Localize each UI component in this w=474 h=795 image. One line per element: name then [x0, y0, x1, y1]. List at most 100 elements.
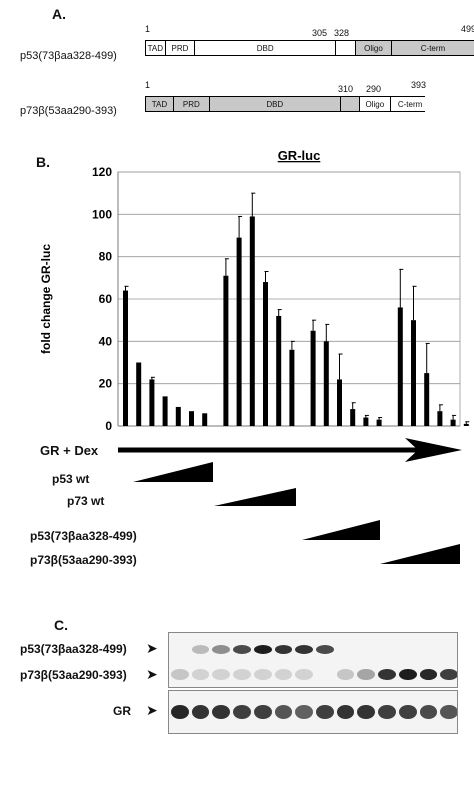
gr-luc-bar-chart: GR-luc 0 20 40 60 80 100 120 fold change GR-luc: [39, 148, 470, 433]
band-p73-chimera: [378, 669, 396, 680]
band-p53-chimera: [233, 645, 251, 654]
bar: [202, 413, 208, 426]
gr-western-blot: [168, 690, 458, 734]
bar: [310, 330, 316, 426]
gr-dex-arrowhead: [405, 438, 462, 462]
bar: [424, 373, 430, 426]
domain-segment: Oligo: [360, 97, 391, 111]
domain-segment: C-term: [390, 97, 430, 111]
band-p53-chimera: [212, 645, 231, 654]
blot-arrow-p53: ➤: [146, 640, 158, 656]
band-p73-chimera: [253, 669, 272, 680]
domain-segment: DBD: [195, 41, 337, 55]
construct-name: p73β(53aa290-393): [20, 105, 117, 117]
domain-segment: C-term: [392, 41, 474, 55]
y-tick-label: 100: [92, 207, 112, 221]
band-gr: [171, 705, 189, 719]
ramp-label-p73-chimera: p73β(53aa290-393): [30, 553, 137, 567]
band-gr: [440, 705, 457, 719]
ramp-label-p53-wt: p53 wt: [52, 472, 90, 486]
bar: [123, 290, 128, 426]
break-position: 290: [366, 84, 382, 94]
band-p73-chimera: [440, 669, 457, 680]
domain-segment: [336, 41, 356, 55]
band-gr: [295, 705, 313, 719]
band-gr: [336, 705, 355, 719]
bar: [189, 411, 194, 426]
break-position: 310: [338, 84, 354, 94]
blot-arrow-p73: ➤: [146, 666, 158, 682]
bar: [337, 379, 342, 426]
band-p73-chimera: [357, 669, 376, 680]
end-position: 393: [411, 80, 427, 90]
band-gr: [212, 705, 231, 719]
band-p73-chimera: [212, 669, 231, 680]
bar: [249, 216, 255, 426]
domain-segment: PRD: [173, 97, 210, 111]
band-gr: [191, 705, 210, 719]
band-gr: [274, 705, 293, 719]
band-gr: [419, 705, 438, 719]
band-p73-chimera: [274, 669, 293, 680]
domain-bar: TAD PRD DBD Oligo C-term: [145, 96, 430, 112]
blot-label-gr: GR: [113, 704, 131, 718]
upper-western-blot: [168, 632, 458, 688]
bar: [223, 275, 229, 426]
band-gr: [316, 705, 334, 719]
bar: [350, 409, 356, 426]
band-p73-chimera: [398, 669, 417, 680]
band-p73-chimera: [191, 669, 210, 680]
bar: [450, 419, 456, 426]
bar: [397, 307, 403, 426]
plot-frame: [117, 171, 461, 427]
ramp-p73-chimera: [380, 544, 460, 564]
gr-dex-label: GR + Dex: [40, 443, 99, 458]
band-p73-chimera: [336, 669, 355, 680]
band-p53-chimera: [191, 645, 210, 654]
ramp-label-p73-wt: p73 wt: [67, 494, 105, 508]
construct-name: p53(73βaa328-499): [20, 50, 117, 62]
break-position: 328: [334, 28, 350, 38]
band-gr: [233, 705, 251, 719]
ramp-label-p53-chimera: p53(73βaa328-499): [30, 529, 137, 543]
band-gr: [253, 705, 272, 719]
bar: [363, 417, 369, 426]
bar: [289, 349, 295, 426]
blot-label-p53-chimera: p53(73βaa328-499): [20, 642, 127, 656]
ramp-p53-chimera: [302, 520, 380, 540]
band-p53-chimera: [295, 645, 313, 654]
gr-dex-arrow: [118, 438, 462, 462]
y-tick-label: 120: [92, 165, 112, 179]
bar: [276, 315, 282, 426]
bar: [136, 362, 142, 426]
bar: [323, 341, 329, 426]
panel-c-label: C.: [54, 617, 68, 633]
band-p73-chimera: [233, 669, 251, 680]
end-position: 499: [461, 24, 474, 34]
bar: [376, 419, 382, 426]
domain-segment: Oligo: [355, 41, 392, 55]
y-tick-label: 0: [105, 419, 112, 433]
band-p53-chimera: [253, 645, 272, 654]
bar: [162, 396, 168, 426]
blot-label-p73-chimera: p73β(53aa290-393): [20, 668, 127, 682]
ramp-p53-wt: [133, 462, 213, 482]
domain-segment: DBD: [209, 97, 341, 111]
band-gr: [357, 705, 376, 719]
bar: [437, 411, 443, 426]
y-tick-label: 80: [99, 250, 113, 264]
start-position: 1: [145, 80, 151, 90]
bar: [411, 320, 416, 426]
y-axis-label: fold change GR-luc: [39, 244, 53, 354]
band-p73-chimera: [295, 669, 313, 680]
chart-title: GR-luc: [278, 148, 321, 163]
band-p53-chimera: [316, 645, 334, 654]
domain-segment: TAD: [146, 97, 174, 111]
bar: [463, 423, 469, 426]
y-tick-label: 40: [99, 334, 113, 348]
band-p73-chimera: [419, 669, 438, 680]
domain-segment: TAD: [146, 41, 166, 55]
blot-arrow-gr: ➤: [146, 702, 158, 718]
start-position: 1: [145, 24, 151, 34]
band-p73-chimera: [171, 669, 189, 680]
